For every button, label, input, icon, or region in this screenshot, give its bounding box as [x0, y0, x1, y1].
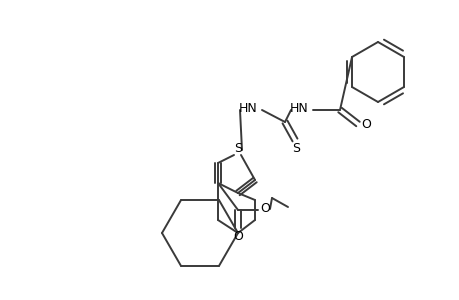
Text: S: S	[234, 142, 241, 155]
Text: O: O	[233, 230, 242, 244]
Text: O: O	[360, 118, 370, 131]
Text: HN: HN	[238, 103, 257, 116]
Text: S: S	[291, 142, 299, 155]
Text: HN: HN	[289, 103, 308, 116]
Text: O: O	[259, 202, 269, 215]
